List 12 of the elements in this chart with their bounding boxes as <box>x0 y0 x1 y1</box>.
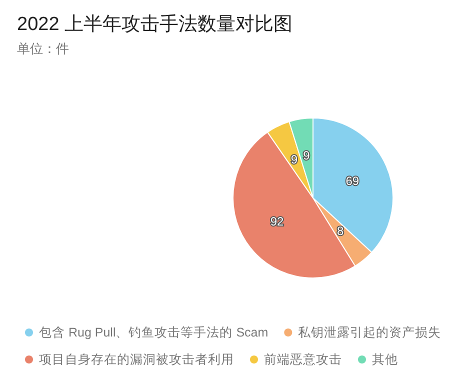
chart-title: 2022 上半年攻击手法数量对比图 <box>17 14 293 35</box>
chart-subtitle: 单位：件 <box>17 41 69 56</box>
data-label: 8 <box>336 224 344 238</box>
legend-label: 项目自身存在的漏洞被攻击者利用 <box>39 352 234 366</box>
data-label: 69 <box>346 174 360 188</box>
legend-label: 包含 Rug Pull、钓鱼攻击等手法的 Scam <box>39 326 268 340</box>
data-label: 92 <box>270 214 284 229</box>
data-label: 9 <box>290 152 298 166</box>
data-label: 9 <box>303 148 310 162</box>
legend-label: 前端恶意攻击 <box>264 352 342 366</box>
legend-label: 其他 <box>372 352 398 366</box>
legend-label: 私钥泄露引起的资产损失 <box>298 326 442 340</box>
